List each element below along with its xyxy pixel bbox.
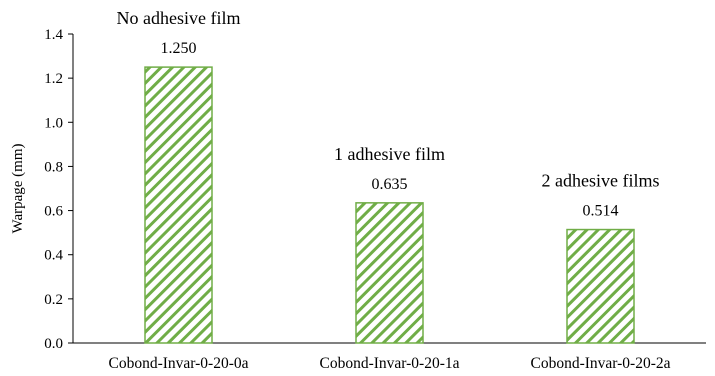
bar-1: [144, 66, 213, 344]
bar-3: [566, 228, 635, 344]
bar-annotation-1: No adhesive film: [117, 8, 241, 28]
y-tick-label: 0.2: [44, 292, 63, 308]
x-category-label: Cobond-Invar-0-20-1a: [319, 355, 459, 372]
y-tick-label: 1.4: [44, 27, 63, 43]
y-tick-label: 1.0: [44, 115, 63, 131]
data-label-2: 0.635: [372, 176, 408, 193]
x-category-label: Cobond-Invar-0-20-0a: [108, 355, 248, 372]
y-axis-title: Warpage (mm): [10, 143, 26, 233]
y-axis-ticks: 0.0 0.2 0.4 0.6 0.8 1.0 1.2 1.4: [44, 27, 73, 352]
bar-2: [355, 202, 424, 344]
y-tick-label: 1.2: [44, 71, 63, 87]
x-category-label: Cobond-Invar-0-20-2a: [530, 355, 670, 372]
y-tick-label: 0.6: [44, 204, 63, 220]
data-label-1: 1.250: [161, 40, 197, 57]
y-tick-label: 0.4: [44, 248, 63, 264]
y-tick-label: 0.8: [44, 159, 63, 175]
bar-annotation-2: 1 adhesive film: [334, 144, 445, 164]
bars-group: 1.250 No adhesive film Cobond-Invar-0-20-0…: [108, 8, 670, 372]
data-label-3: 0.514: [583, 203, 619, 220]
bar-annotation-3: 2 adhesive films: [542, 171, 660, 191]
y-tick-label: 0.0: [44, 336, 63, 352]
